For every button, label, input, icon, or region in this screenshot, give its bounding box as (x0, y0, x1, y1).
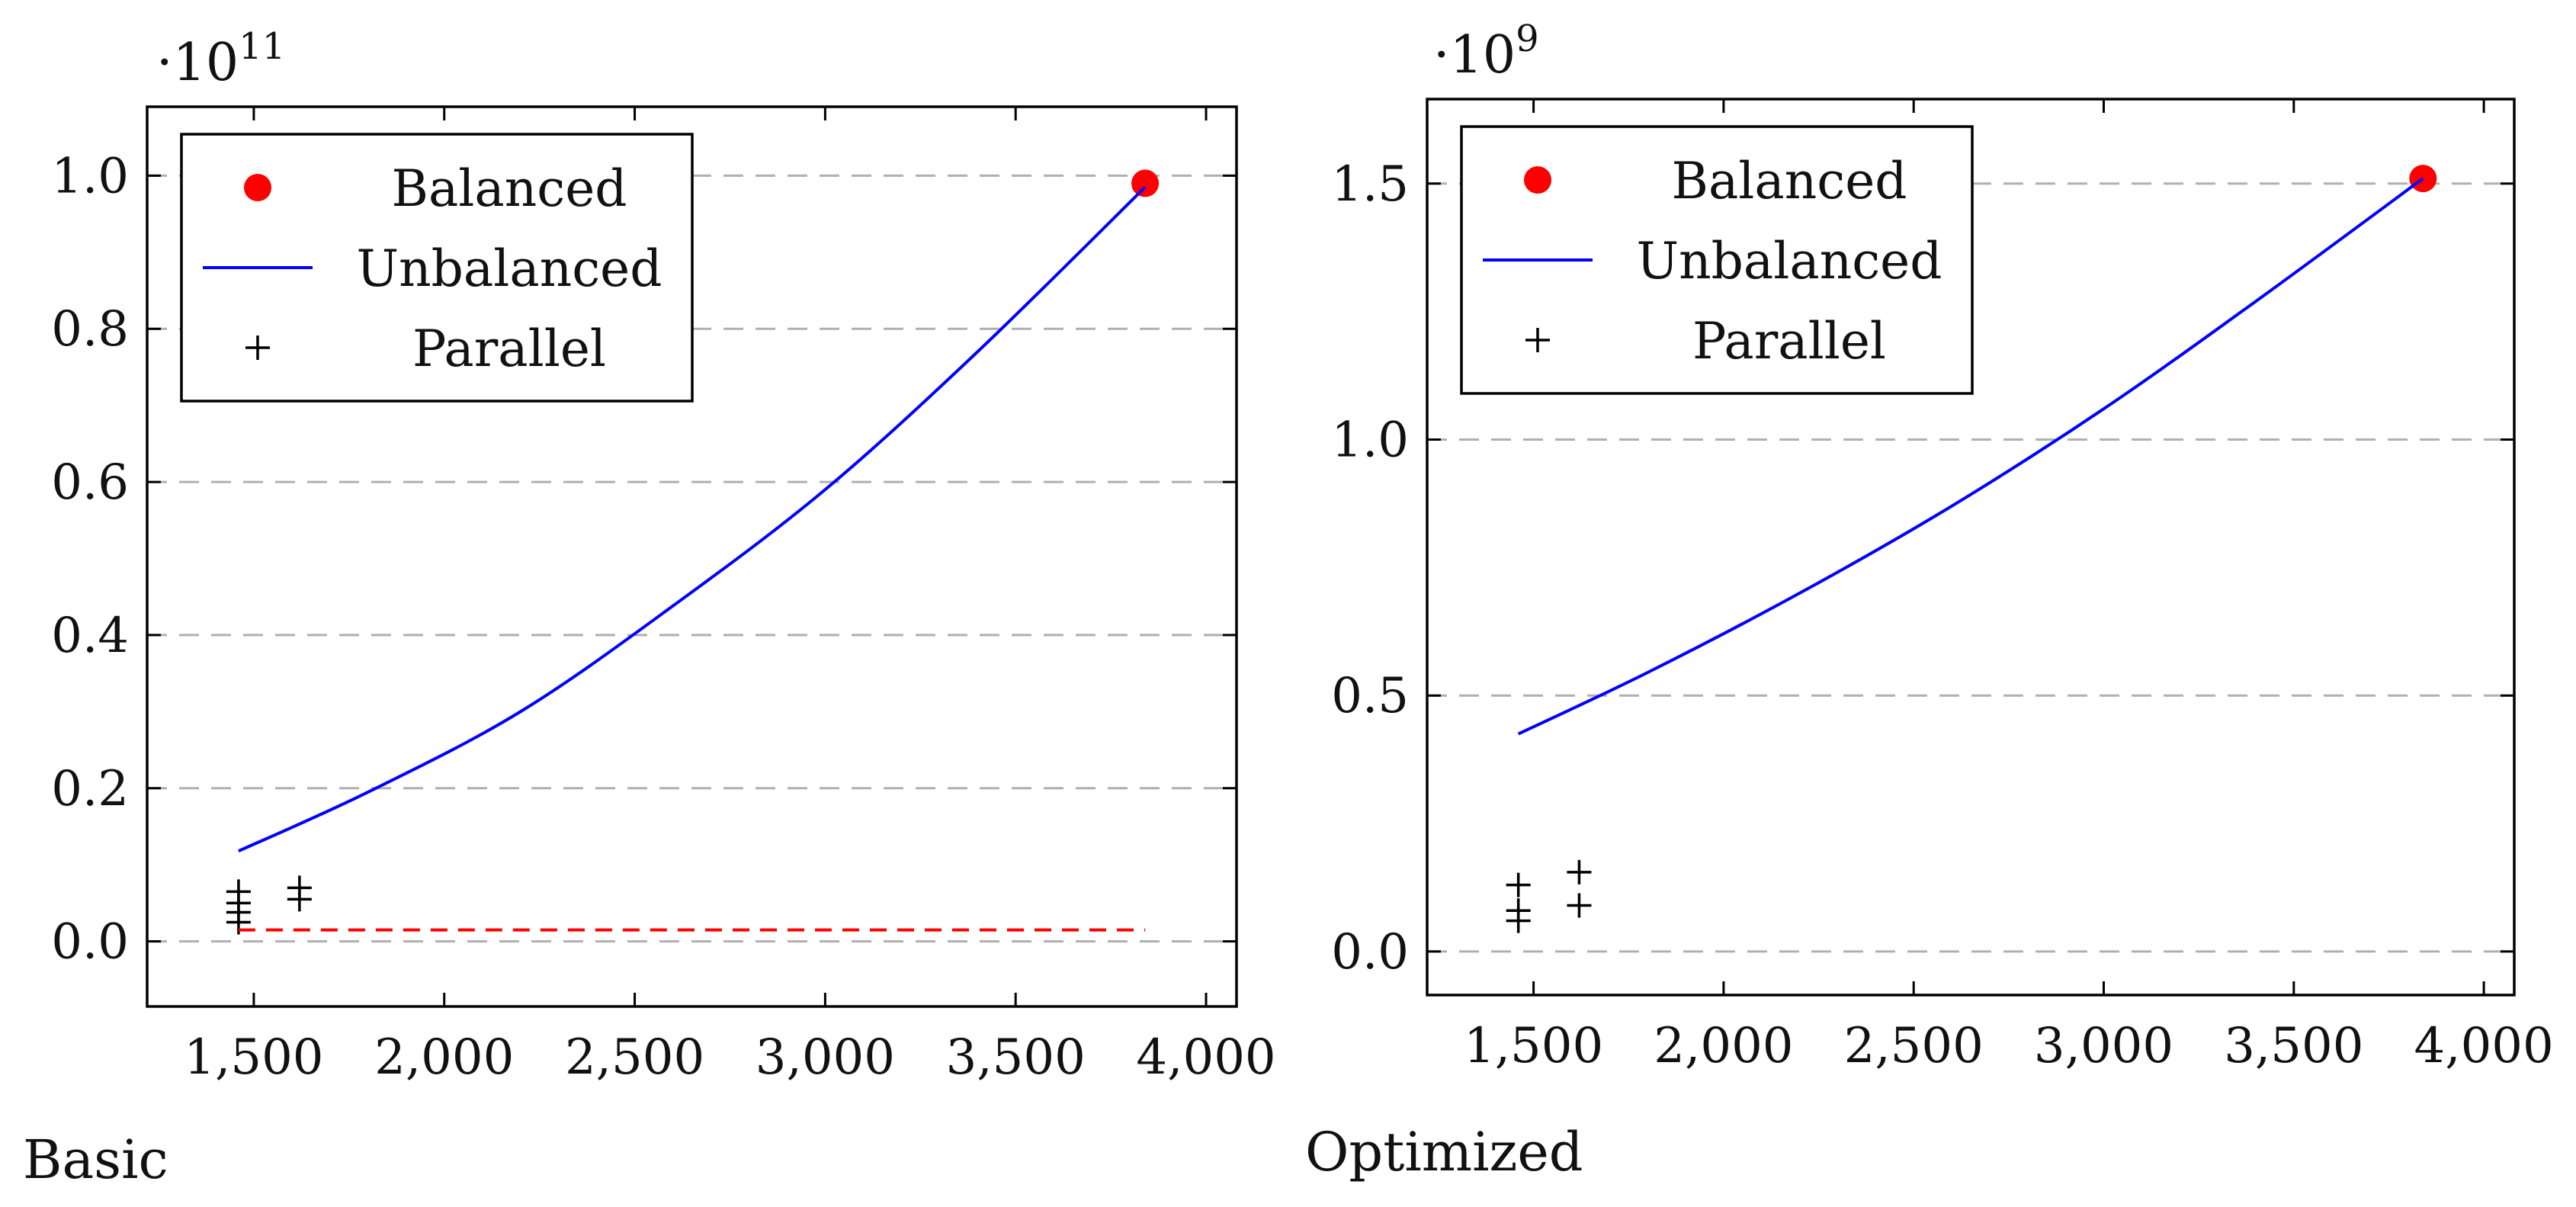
x-tick-label: 3,000 (2034, 1018, 2173, 1074)
parallel-point (226, 879, 251, 904)
series-line-unbalanced (1517, 177, 2424, 736)
y-scale-exponent: 9 (1516, 18, 1539, 60)
y-scale-base: ·10 (156, 33, 239, 93)
y-tick-label: 1.5 (1331, 156, 1409, 213)
y-tick-label: 1.0 (51, 148, 129, 204)
x-tick-label: 1,500 (1464, 1018, 1603, 1074)
legend-label: Balanced (391, 159, 627, 218)
legend-marker-balanced (244, 174, 271, 201)
panel-caption: Basic (23, 1128, 168, 1191)
x-tick-label: 2,000 (1654, 1018, 1793, 1074)
panel-caption: Optimized (1305, 1121, 1583, 1183)
x-tick-label: 2,000 (374, 1029, 514, 1086)
y-tick-label: 0.8 (51, 301, 129, 358)
legend-label: Unbalanced (1637, 232, 1942, 291)
x-tick-label: 3,500 (946, 1029, 1086, 1086)
y-scale-exponent: 11 (239, 25, 285, 68)
y-tick-label: 1.0 (1331, 412, 1409, 469)
y-tick-label: 0.0 (1331, 924, 1409, 981)
parallel-point (1567, 859, 1592, 884)
legend: Balanced Unbalanced Parallel (180, 133, 694, 403)
y-scale-label: ·109 (1433, 18, 1539, 85)
parallel-point (1567, 893, 1592, 918)
y-tick-label: 0.5 (1331, 668, 1409, 724)
x-tick-label: 2,500 (565, 1029, 704, 1086)
chart-panel-optimized: 0.0 0.5 1.0 1.5 1,500 2,000 2,500 3,000 3,500 4,0… (1331, 18, 2554, 1074)
x-tick-label: 3,000 (755, 1029, 895, 1086)
x-tick-label: 4,000 (2414, 1018, 2554, 1074)
parallel-point (287, 875, 312, 900)
y-tick-label: 0.0 (51, 914, 129, 971)
legend: Balanced Unbalanced Parallel (1460, 125, 1974, 395)
x-tick-label: 4,000 (1136, 1029, 1275, 1086)
legend-marker-balanced (1524, 166, 1551, 194)
chart-panel-basic: 0.0 0.2 0.4 0.6 0.8 1.0 1,500 2,000 2,500 3,000 3,… (51, 25, 1275, 1086)
x-tick-label: 1,500 (184, 1029, 323, 1086)
y-tick-label: 0.6 (51, 454, 129, 511)
parallel-point (1506, 898, 1531, 923)
y-scale-label: ·1011 (156, 25, 285, 93)
plot-frame (1426, 98, 2516, 997)
balanced-point (1131, 169, 1160, 197)
series-line-unbalanced (238, 186, 1147, 852)
legend-label: Parallel (1692, 312, 1886, 371)
x-tick-label: 3,500 (2224, 1018, 2363, 1074)
y-tick-label: 0.2 (51, 761, 129, 817)
parallel-point (1506, 872, 1531, 897)
legend-label: Unbalanced (357, 239, 662, 298)
legend-label: Balanced (1671, 152, 1907, 210)
legend-label: Parallel (412, 319, 606, 378)
y-tick-label: 0.4 (51, 608, 129, 664)
plot-frame (146, 105, 1238, 1008)
x-tick-label: 2,500 (1844, 1018, 1984, 1074)
y-scale-base: ·10 (1433, 25, 1516, 85)
